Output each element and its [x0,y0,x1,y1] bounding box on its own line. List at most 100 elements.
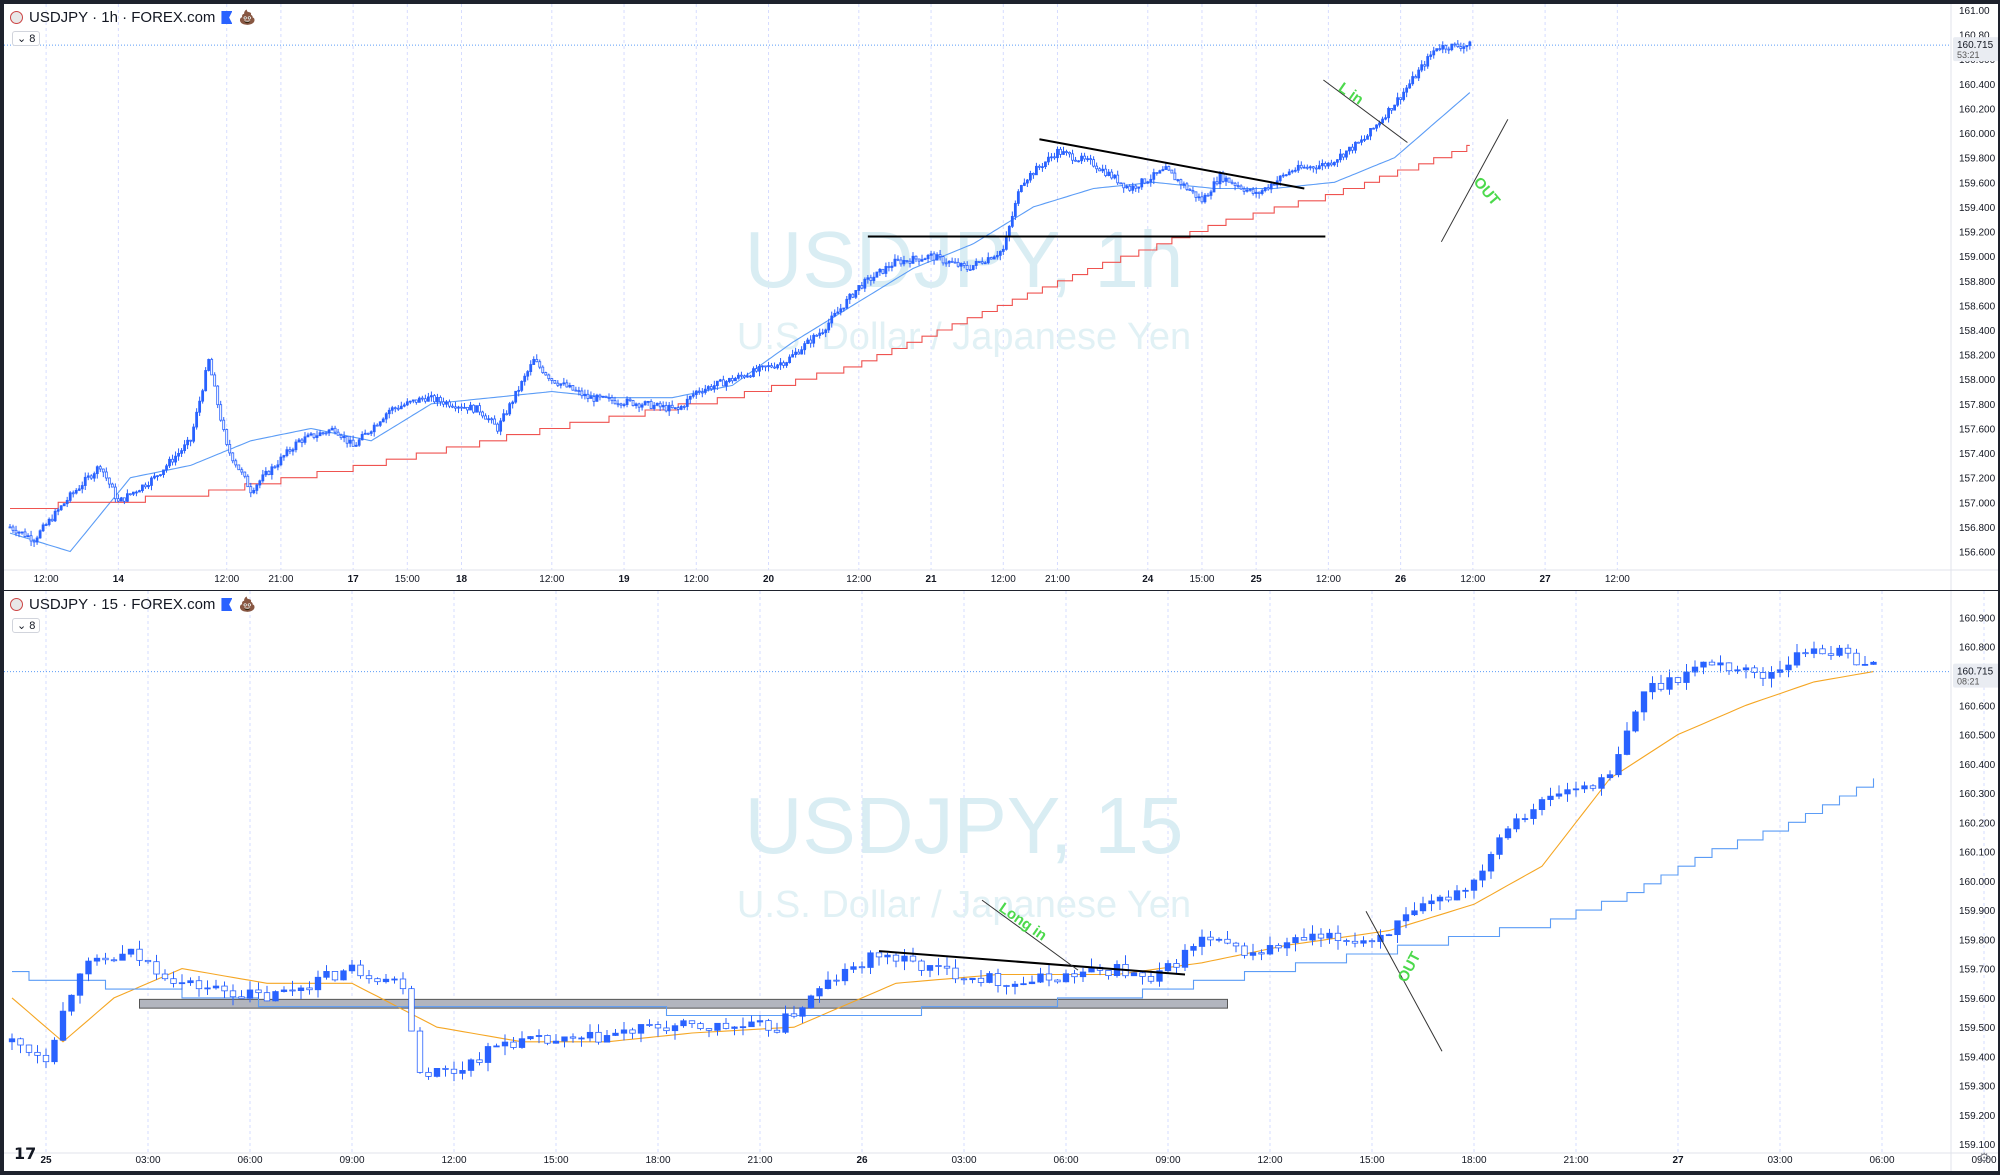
candle-body [960,978,968,981]
candle-body [1309,933,1316,941]
candle-body [102,957,109,961]
candle-body [396,407,400,410]
candle-body [1861,663,1869,666]
candle-body [523,375,527,382]
candle-body [679,406,683,410]
annotation-pointer-line [1323,79,1408,143]
candle-body [1101,168,1105,172]
candle-body [510,1041,517,1048]
candle-body [950,260,954,263]
candle-body [1218,172,1222,185]
time-tick-label: 12:00 [1460,574,1485,585]
candle-body [336,431,340,436]
flag-icon[interactable] [221,11,233,24]
time-axis[interactable]: 25 03:00 06:00 09:00 12:00 15:00 18:00 21:00 26 0… [4,1152,1998,1166]
candle-body [451,405,454,408]
candle-body [29,535,33,542]
candle-body [1354,141,1357,151]
candle-body [1428,900,1435,905]
symbol-header[interactable]: USDJPY · 15 · FOREX.com 💩 [10,596,256,613]
candle-body [204,987,211,990]
time-tick-label: 25 [40,1155,52,1166]
candle-body [463,406,466,409]
price-tick-label: 159.800 [1959,154,1996,165]
candle-body [92,473,96,479]
candle-body [98,466,102,470]
candle-body [478,405,481,413]
candle-body [280,989,288,992]
candle-body [1059,148,1062,155]
candle-body [552,1040,560,1044]
price-tick-label: 160.900 [1959,613,1996,624]
time-tick-label: 21:00 [1045,574,1070,585]
candle-body [1691,666,1699,673]
candle-body [779,362,782,366]
candle-body [47,518,51,525]
price-tick-label: 159.800 [1959,935,1996,946]
candle-body [391,978,398,981]
candle-body [204,370,208,392]
price-tick-label: 160.200 [1959,104,1996,115]
candle-body [1146,181,1150,184]
candle-body [210,359,214,376]
bar-countdown: 08:21 [1957,677,1980,687]
price-axis[interactable]: 160.900160.800160.700160.600160.500160.4… [1950,591,1998,1171]
candle-body [56,509,60,512]
candle-body [637,403,641,408]
price-tick-label: 160.100 [1959,848,1996,859]
chart-pane-1h[interactable]: USDJPY, 1h U.S. Dollar / Japanese Yen L … [4,4,1998,590]
candle-body [156,475,159,478]
candle-body [1170,169,1174,174]
candle-body [125,493,129,502]
candle-body [1810,648,1818,654]
candle-body [682,406,686,408]
candle-body [1263,187,1267,191]
price-axis[interactable]: 161.00160.80160.600160.400160.200160.000… [1950,4,1998,590]
candle-body [881,268,885,274]
candle-body [809,339,813,344]
chart-pane-15m[interactable]: USDJPY, 15 U.S. Dollar / Japanese Yen Lo… [4,591,1998,1171]
candle-body [604,395,608,398]
candle-body [186,439,189,446]
candle-body [1363,138,1366,141]
candle-body [1083,155,1086,160]
candle-body [1164,963,1172,972]
symbol-label[interactable]: USDJPY · 1h · FOREX.com [29,9,216,26]
candle-body [76,973,84,996]
candle-body [183,444,186,452]
candle-body [746,375,749,378]
moving-average-line [11,671,1874,1043]
price-tick-label: 159.000 [1959,252,1996,263]
candle-body [807,995,815,1009]
candle-body [62,503,66,507]
candle-body [372,424,376,433]
price-tick-label: 157.800 [1959,400,1996,411]
candle-body [1037,973,1044,983]
candle-body [1538,799,1546,810]
candle-body [1674,677,1682,683]
symbol-header[interactable]: USDJPY · 1h · FOREX.com 💩 [10,9,256,26]
candle-body [986,257,990,264]
time-axis[interactable]: 12:00 14 12:00 21:00 17 15:00 18 12:00 19 12:00 20… [4,569,1998,585]
price-tick-label: 161.00 [1959,6,1990,17]
tradingview-logo-icon[interactable]: 17 [14,1144,37,1163]
chart-canvas-15m[interactable]: USDJPY, 15 U.S. Dollar / Japanese Yen Lo… [4,591,1998,1171]
candle-body [360,433,364,441]
symbol-label[interactable]: USDJPY · 15 · FOREX.com [29,596,216,613]
candle-body [671,1025,679,1032]
flag-icon[interactable] [221,598,233,611]
candle-body [1116,174,1120,184]
candle-body [511,401,515,405]
indicators-toggle[interactable]: ⌄ 8 [12,618,41,633]
candle-body [1666,677,1673,690]
candle-body [1411,910,1418,916]
candle-body [782,1013,789,1033]
time-tick-label: 21:00 [1563,1155,1588,1166]
candle-body [923,258,927,261]
settings-gear-icon[interactable]: ⚙ [1978,1150,1990,1165]
chart-canvas-1h[interactable]: USDJPY, 1h U.S. Dollar / Japanese Yen L … [4,4,1998,590]
indicators-toggle[interactable]: ⌄ 8 [12,31,41,46]
candle-body [1381,118,1384,124]
candle-body [484,1046,492,1063]
candle-body [586,393,590,399]
